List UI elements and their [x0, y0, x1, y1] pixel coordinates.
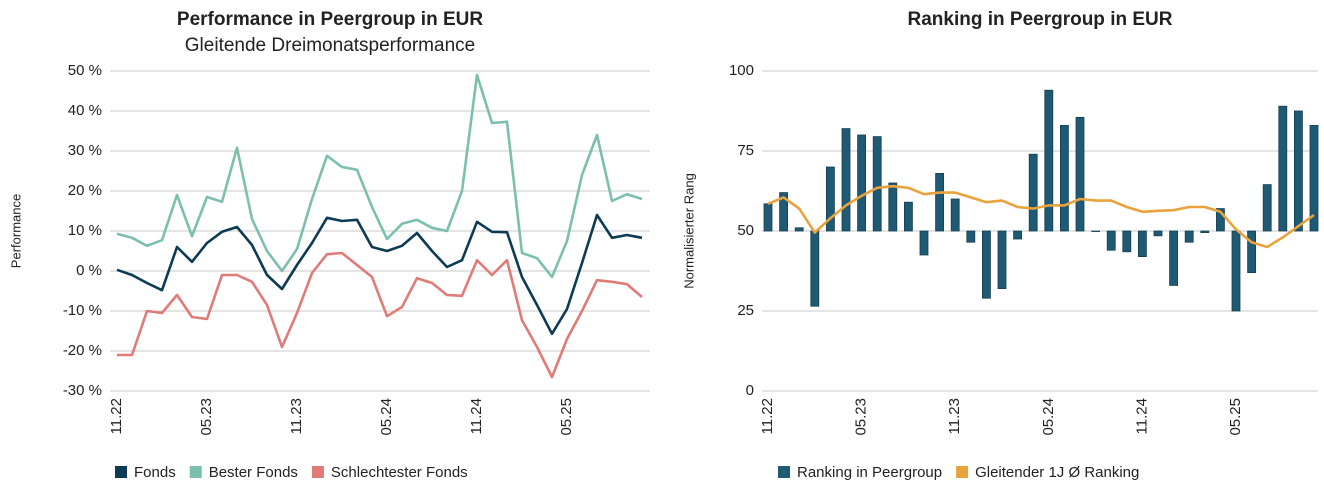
bar — [826, 166, 835, 232]
bar — [1294, 110, 1303, 232]
bar — [1075, 117, 1085, 232]
legend-marker — [778, 466, 790, 478]
bar — [966, 230, 976, 243]
y-tick-label: 40 % — [68, 102, 102, 119]
x-tick-label: 11.22 — [759, 398, 776, 434]
x-tick-label: 11.22 — [108, 398, 125, 434]
legend-marker — [311, 466, 324, 478]
bar — [1044, 89, 1054, 232]
line — [116, 213, 643, 336]
legend-label: Schlechtester Fonds — [331, 464, 468, 481]
legend-label: Ranking in Peergroup — [797, 464, 942, 481]
line — [116, 73, 643, 279]
bar — [1200, 230, 1210, 233]
bar — [763, 203, 773, 232]
bar — [1309, 125, 1319, 232]
y-tick-label: 0 % — [76, 262, 102, 279]
x-tick-label: 05.23 — [853, 398, 870, 436]
bar — [982, 230, 991, 299]
bar — [872, 136, 882, 232]
legend-marker — [115, 466, 127, 478]
chart: Performance in Peergroup in EUR Gleitende… — [8, 9, 650, 481]
legend-marker — [956, 466, 969, 478]
line — [117, 251, 643, 379]
bar — [935, 172, 944, 232]
bar — [794, 227, 804, 232]
x-tick-label: 11.23 — [946, 398, 963, 434]
chart-title: Performance in Peergroup in EUR — [177, 9, 483, 30]
y-tick-label: 30 % — [68, 142, 102, 159]
x-tick-label: 11.23 — [288, 398, 305, 434]
x-tick-label: 11.24 — [1133, 398, 1150, 434]
x-tick-label: 05.25 — [1227, 398, 1244, 436]
bar — [1153, 230, 1163, 237]
bar — [1278, 105, 1288, 232]
y-tick-label: 50 % — [68, 62, 102, 79]
y-tick-label: 20 % — [68, 182, 102, 199]
chart-subtitle: Gleitende Dreimonatsperformance — [185, 35, 475, 56]
x-tick-label: 05.23 — [198, 398, 215, 436]
bar — [1028, 153, 1038, 232]
y-tick-label: 0 — [746, 382, 754, 399]
bar — [919, 230, 929, 256]
bar — [1247, 230, 1256, 273]
y-axis-label: Performance — [8, 194, 23, 268]
chart-title: Ranking in Peergroup in EUR — [908, 9, 1173, 30]
bar — [1106, 230, 1116, 251]
bar — [1231, 230, 1241, 312]
y-tick-label: 100 — [729, 62, 754, 79]
bar — [888, 182, 898, 232]
x-tick-label: 11.24 — [468, 398, 485, 434]
x-tick-label: 05.24 — [1040, 398, 1057, 436]
bar — [1216, 208, 1225, 232]
bar — [841, 128, 851, 232]
bar — [1169, 230, 1178, 286]
bar — [997, 230, 1007, 289]
bar — [1262, 184, 1272, 232]
bar — [1060, 125, 1069, 232]
y-tick-label: -10 % — [63, 302, 102, 319]
y-tick-label: 75 — [737, 142, 754, 159]
bar — [1184, 230, 1194, 243]
y-tick-label: 25 — [737, 302, 754, 319]
bar — [810, 230, 820, 307]
legend-label: Gleitender 1J Ø Ranking — [975, 464, 1139, 481]
line — [767, 184, 1315, 249]
x-tick-label: 05.24 — [378, 398, 395, 436]
legend-marker — [189, 466, 202, 478]
bar — [857, 134, 866, 232]
y-tick-label: -30 % — [63, 382, 102, 399]
bar — [779, 192, 788, 232]
bar — [904, 201, 913, 232]
bar — [1122, 230, 1132, 253]
y-tick-label: -20 % — [63, 342, 102, 359]
legend-label: Bester Fonds — [209, 464, 298, 481]
bar — [1091, 230, 1100, 232]
y-axis-label: Normalisierter Rang — [681, 173, 696, 289]
y-tick-label: 10 % — [68, 222, 102, 239]
bar — [1013, 230, 1022, 240]
bar — [1138, 230, 1147, 258]
x-tick-label: 05.25 — [558, 398, 575, 436]
chart: Ranking in Peergroup in EUR Normalisierte… — [681, 9, 1319, 481]
bar — [950, 198, 960, 232]
y-tick-label: 50 — [737, 222, 754, 239]
legend-label: Fonds — [134, 464, 176, 481]
